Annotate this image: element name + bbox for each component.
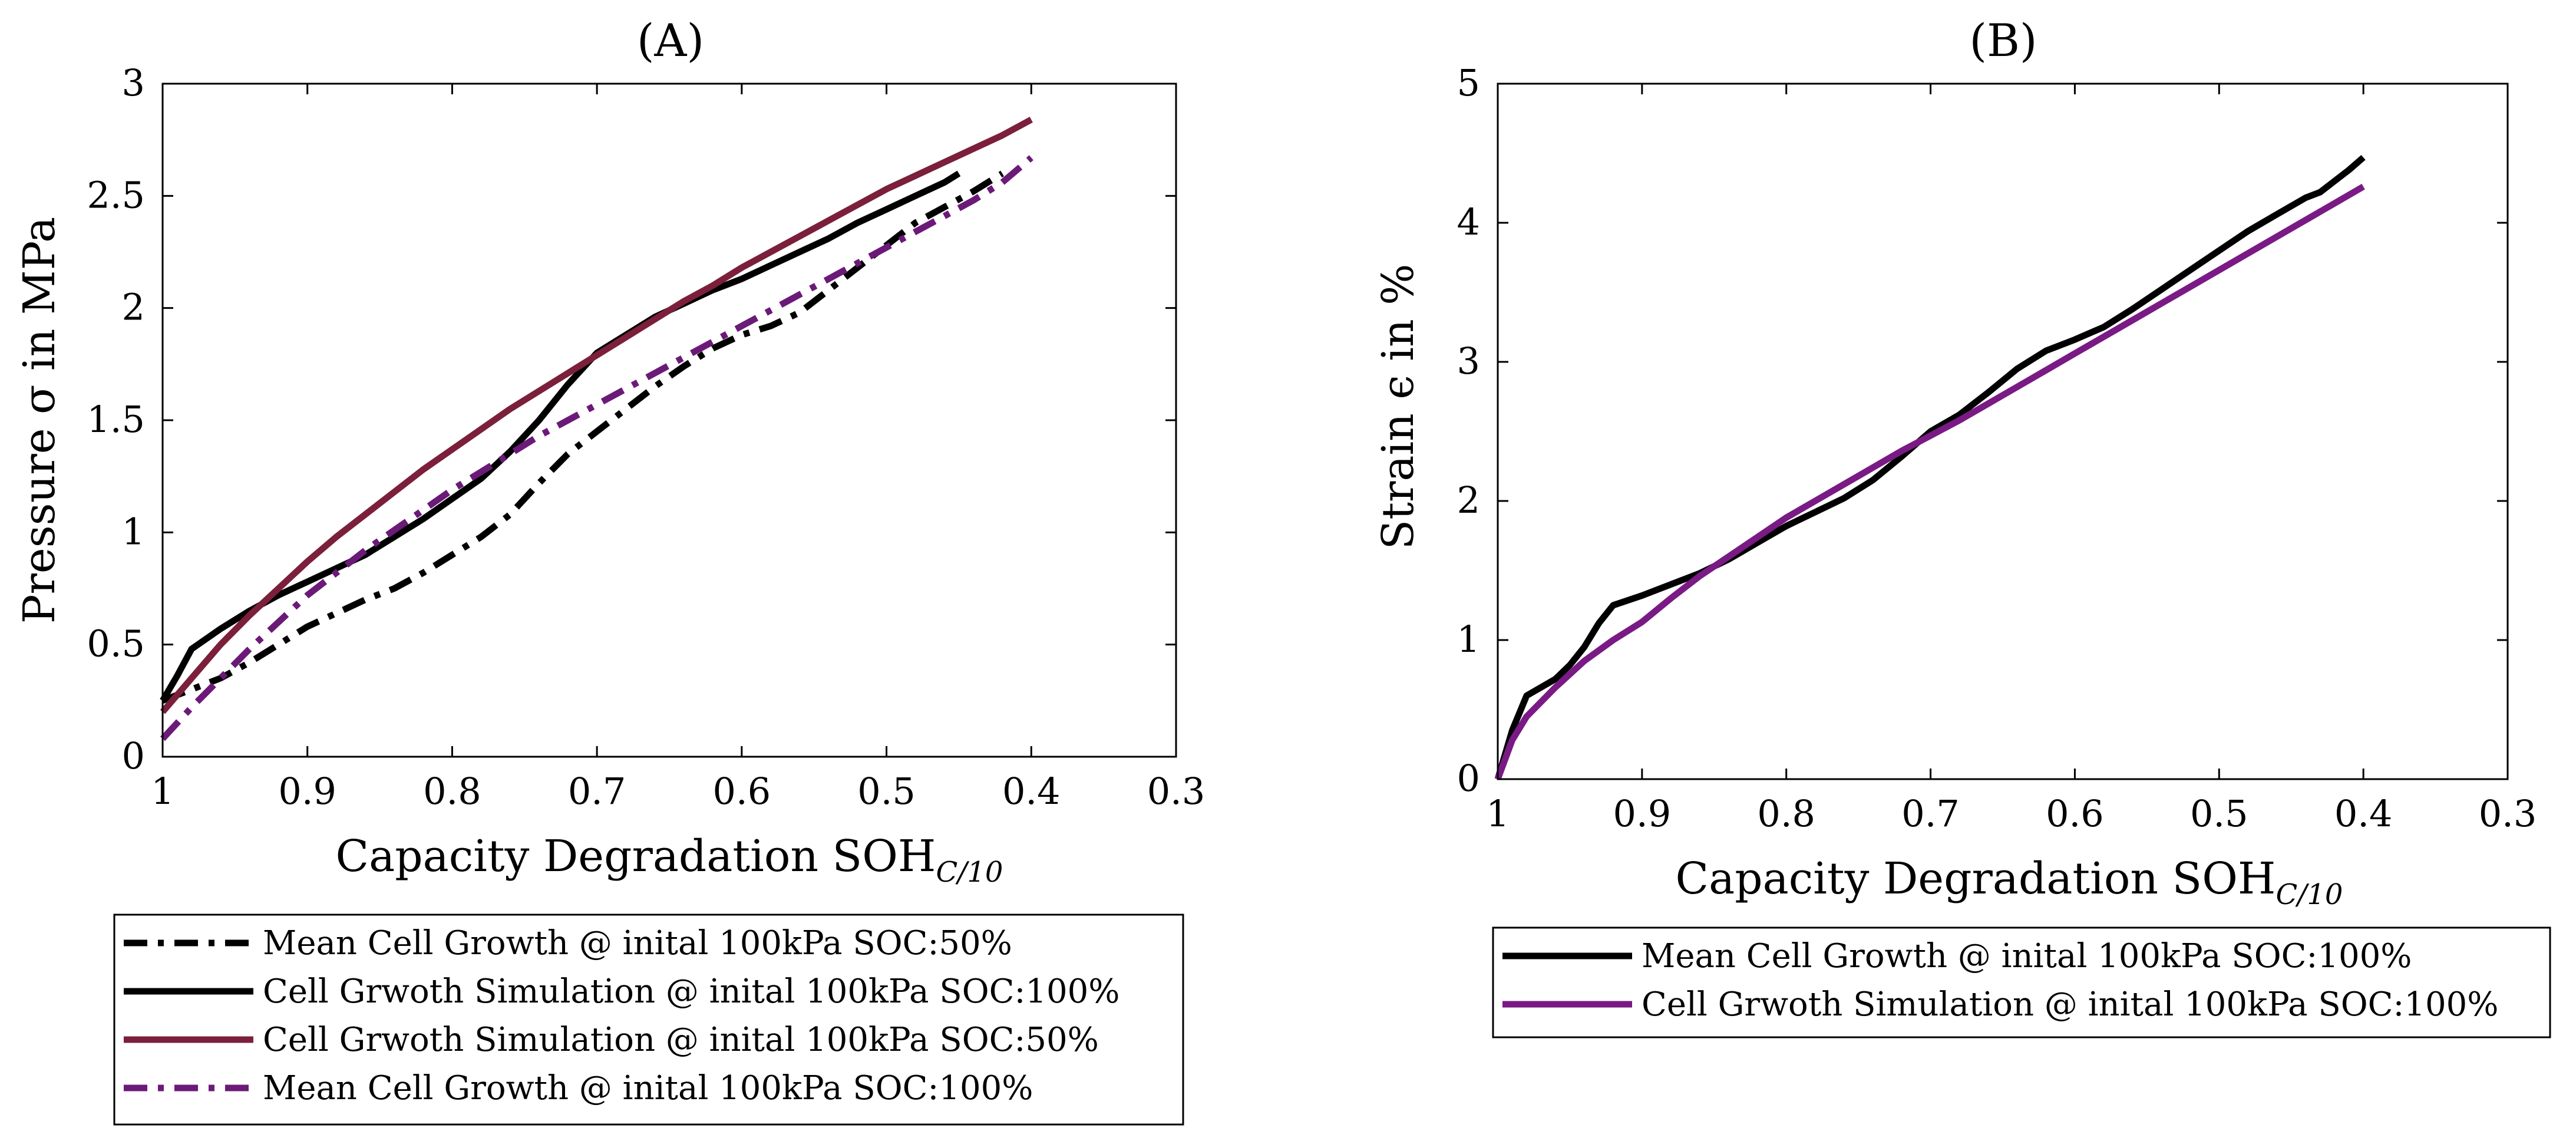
panel-b-y-tick-label: 2 <box>1457 479 1480 522</box>
panel-b-y-tick-label: 0 <box>1457 757 1480 800</box>
panel-a-y-tick-label: 1 <box>122 510 145 553</box>
panel-b-legend-label-1: Mean Cell Growth @ inital 100kPa SOC:100… <box>1642 937 2412 975</box>
panel-a-legend-entries: Mean Cell Growth @ inital 100kPa SOC:50%… <box>124 924 1119 1107</box>
panel-a-x-tick-label: 1 <box>151 770 174 813</box>
panel-a-title: (A) <box>637 14 704 67</box>
panel-b-y-tick-label: 1 <box>1457 618 1480 661</box>
panel-a-series-3-line <box>160 117 1033 714</box>
panel-a-y-tick-label: 1.5 <box>87 398 145 441</box>
panel-a-lines <box>160 117 1033 741</box>
panel-b-x-tick-label: 0.8 <box>1757 792 1815 835</box>
panel-a-x-tick-label: 0.5 <box>857 770 916 813</box>
panel-a-x-tick-label: 0.8 <box>423 770 481 813</box>
panel-a-series-2-line <box>160 170 961 703</box>
panel-b-y-tick-label: 5 <box>1457 61 1480 104</box>
panel-a-x-tick-label: 0.6 <box>713 770 771 813</box>
panel-b-legend: Mean Cell Growth @ inital 100kPa SOC:100… <box>1492 926 2551 1038</box>
panel-b-series-1-line <box>1494 154 2366 780</box>
panel-a-x-tick-label: 0.3 <box>1147 770 1206 813</box>
panel-b-x-tick-label: 0.4 <box>2334 792 2393 835</box>
panel-b-x-tick-label: 1 <box>1486 792 1509 835</box>
panel-b-x-label: Capacity Degradation SOHC/10 <box>1676 853 2343 911</box>
panel-b-legend-box <box>1492 926 2551 1038</box>
panel-a-y-tick-label: 3 <box>122 61 145 104</box>
panel-b-x-tick-label: 0.3 <box>2479 792 2537 835</box>
panel-a-series-4-line <box>160 155 1033 741</box>
panel-a-legend-label-4: Mean Cell Growth @ inital 100kPa SOC:100… <box>263 1069 1033 1107</box>
panel-b-series-2-line <box>1494 183 2365 780</box>
panel-a-y-label: Pressure σ in MPa <box>14 217 65 624</box>
panel-b-y-label: Strain ϵ in % <box>1373 264 1424 550</box>
panel-b-x-tick-label: 0.7 <box>1901 792 1960 835</box>
panel-a-legend: Mean Cell Growth @ inital 100kPa SOC:50%… <box>113 914 1184 1126</box>
panel-b-legend-entries: Mean Cell Growth @ inital 100kPa SOC:100… <box>1502 937 2498 1024</box>
panel-b-title: (B) <box>1969 14 2037 67</box>
panel-a-plot-frame <box>161 83 1177 758</box>
panel-a: (A) 1 0.9 0.8 0.7 0.6 0.5 0.4 0.300.511.522.53 … <box>14 14 1205 1126</box>
panel-b-y-tick-label: 3 <box>1457 339 1480 382</box>
panel-b-x-tick-label: 0.6 <box>2046 792 2104 835</box>
panel-a-x-label: Capacity Degradation SOHC/10 <box>336 831 1003 889</box>
panel-b-x-tick-label: 0.9 <box>1613 792 1672 835</box>
panel-b-legend-label-2: Cell Grwoth Simulation @ inital 100kPa S… <box>1642 985 2498 1024</box>
panel-b-lines <box>1494 154 2366 780</box>
panel-a-x-tick-label: 0.7 <box>568 770 626 813</box>
panel-b-x-tick-label: 0.5 <box>2190 792 2248 835</box>
panel-a-y-tick-label: 0 <box>122 734 145 777</box>
panel-b-plot-frame <box>1497 83 2509 780</box>
panel-a-x-tick-label: 0.4 <box>1002 770 1061 813</box>
panel-a-legend-label-2: Cell Grwoth Simulation @ inital 100kPa S… <box>263 972 1119 1011</box>
panel-a-legend-label-3: Cell Grwoth Simulation @ inital 100kPa S… <box>263 1021 1099 1059</box>
panel-a-y-tick-label: 2.5 <box>87 173 145 216</box>
panel-a-series-1-line <box>161 170 1004 704</box>
panel-a-x-tick-label: 0.9 <box>278 770 336 813</box>
panel-a-y-tick-label: 2 <box>122 286 145 329</box>
panel-b-y-tick-label: 4 <box>1457 200 1480 243</box>
panel-a-legend-label-1: Mean Cell Growth @ inital 100kPa SOC:50% <box>263 924 1012 962</box>
panel-a-legend-box <box>113 914 1184 1126</box>
panel-a-y-tick-label: 0.5 <box>87 622 145 665</box>
panel-a-ticks: 1 0.9 0.8 0.7 0.6 0.5 0.4 0.3 0 0.5 1 1.5 2 2.5 3 <box>87 61 1205 813</box>
